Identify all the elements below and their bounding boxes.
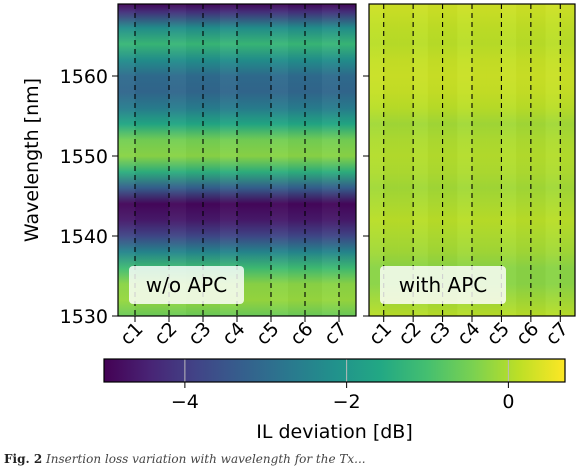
y-axis: 1530 1540 1550 1560 [60,66,369,328]
column-texture-strip [531,4,546,316]
column-texture-strip [271,4,288,316]
x-tick-label-c2: c2 [394,318,425,349]
y-tick-label-1560: 1560 [60,66,108,88]
panel-label-with-apc: with APC [380,266,506,304]
caption-lead: Fig. 2 [4,452,43,466]
column-texture-strip [288,4,305,316]
x-tick-label-c3: c3 [184,318,215,349]
colorbar-frame [103,358,566,383]
x-tick-label-c5: c5 [482,318,513,349]
x-tick-label-c4: c4 [218,318,249,349]
column-dividers-right [383,4,561,316]
panel-with-apc: with APC [368,3,576,317]
x-tick-label-c7: c7 [320,318,351,349]
caption-text: Insertion loss variation with wavelength… [46,452,366,466]
x-tick-label-c6: c6 [286,318,317,349]
column-texture-strip [560,4,575,316]
y-tick-label-1540: 1540 [60,226,108,248]
colorbar-label: IL deviation [dB] [256,421,413,443]
panel-label-text-without-apc: w/o APC [146,273,227,297]
colorbar-ticks: −4 −2 0 [171,359,514,413]
colorbar-gradient [104,359,565,382]
colorbar: −4 −2 0 IL deviation [dB] [103,358,566,443]
colorbar-tick-label: −2 [333,391,361,413]
x-tick-label-c5: c5 [252,318,283,349]
x-tick-label-c1: c1 [116,318,147,349]
x-tick-label-c4: c4 [453,318,484,349]
x-tick-label-c6: c6 [512,318,543,349]
column-texture-strip [322,4,339,316]
colorbar-tick-label: 0 [502,391,514,413]
x-tick-label-c7: c7 [541,318,572,349]
x-tick-label-c1: c1 [365,318,396,349]
figure-caption: Fig. 2 Insertion loss variation with wav… [0,452,580,470]
x-tick-label-c3: c3 [424,318,455,349]
column-texture-strip [305,4,322,316]
x-axis-left: c1 c2 c3 c4 c5 c6 c7 [116,316,352,349]
column-texture-strip [546,4,561,316]
y-tick-label-1530: 1530 [60,306,108,328]
y-axis-title: Wavelength [nm] [21,78,43,242]
column-texture-strip [254,4,271,316]
panel-without-apc: w/o APC [117,3,357,317]
column-texture-strip [516,4,531,316]
column-texture-strip [339,4,356,316]
x-tick-label-c2: c2 [150,318,181,349]
panel-label-without-apc: w/o APC [129,266,244,304]
panel-label-text-with-apc: with APC [399,273,488,297]
column-dividers-left [134,4,340,316]
y-tick-label-1550: 1550 [60,146,108,168]
colorbar-tick-label: −4 [171,391,199,413]
